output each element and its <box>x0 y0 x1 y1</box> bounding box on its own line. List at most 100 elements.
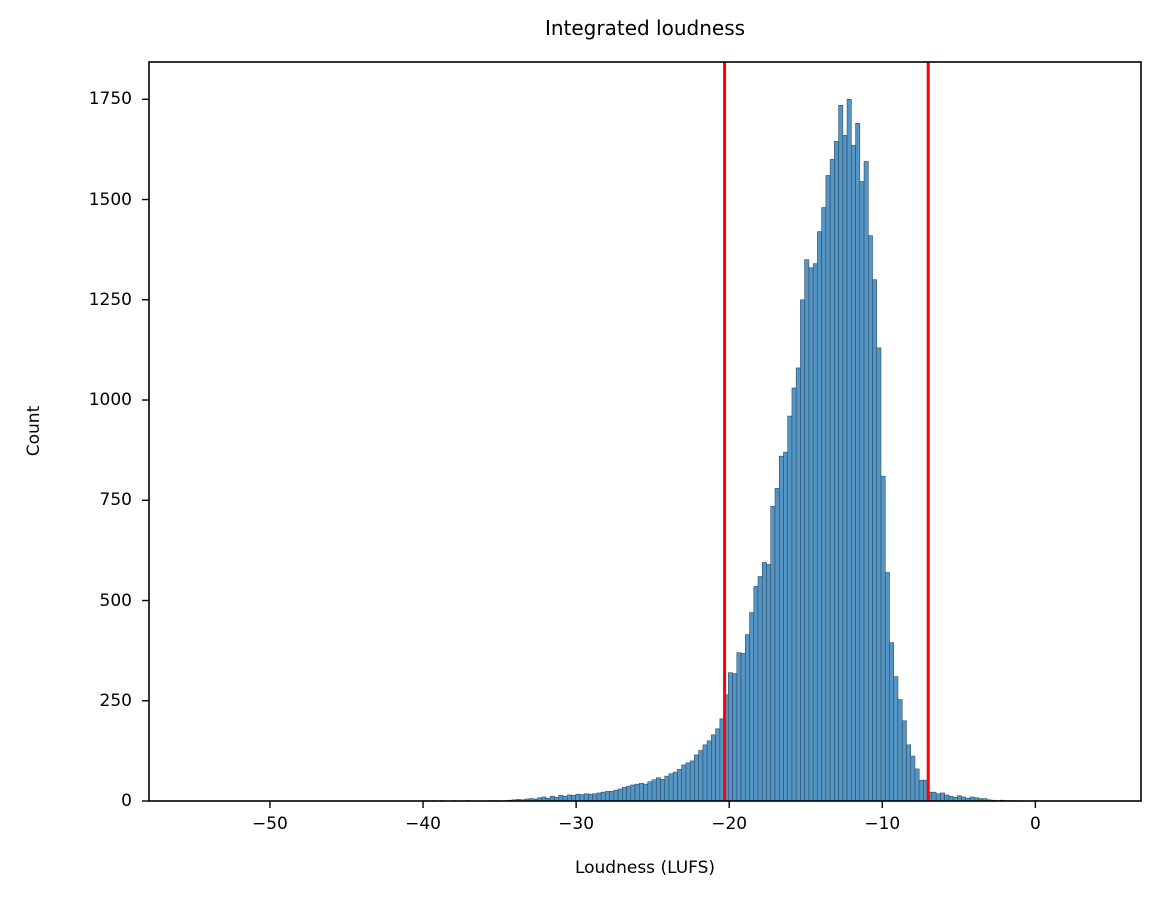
y-tick-label: 1750 <box>88 89 132 110</box>
histogram-bar <box>867 235 873 802</box>
histogram-bar <box>583 793 589 802</box>
histogram-bar <box>681 764 687 802</box>
chart-title: Integrated loudness <box>544 16 746 40</box>
histogram-bar <box>863 161 869 802</box>
histogram-bar <box>931 791 937 802</box>
histogram-bar <box>609 791 615 802</box>
histogram-bar <box>761 562 767 802</box>
x-axis-label: Loudness (LUFS) <box>574 858 716 878</box>
histogram-bar <box>821 207 827 802</box>
histogram-bar <box>829 159 835 802</box>
histogram-bar <box>914 768 920 802</box>
histogram-bar <box>685 762 691 802</box>
histogram-bar <box>834 141 839 802</box>
histogram-bar <box>944 794 950 802</box>
histogram-bar <box>787 415 793 802</box>
histogram-bar <box>880 475 886 802</box>
histogram-bar <box>940 792 945 802</box>
histogram-bar <box>804 259 810 802</box>
y-tick-label: 1000 <box>88 390 132 411</box>
histogram-bar <box>851 145 856 802</box>
histogram-bar <box>889 642 895 802</box>
histogram-bar <box>579 794 585 802</box>
x-tick-label: −30 <box>558 814 595 834</box>
histogram-bar <box>935 793 941 802</box>
histogram-bar <box>757 576 763 802</box>
histogram-bar <box>740 653 746 802</box>
histogram-bar <box>728 672 733 802</box>
histogram-bar <box>638 783 644 802</box>
histogram-bar <box>660 779 666 802</box>
histogram-bar <box>592 793 598 802</box>
histogram-bar <box>634 783 640 802</box>
histogram-bar <box>706 740 712 802</box>
histogram-bar <box>672 771 678 802</box>
histogram-bar <box>876 347 882 802</box>
y-tick-label: 500 <box>99 590 132 611</box>
histogram-bar <box>901 720 907 802</box>
histogram-bar <box>715 728 721 802</box>
histogram-bar <box>817 231 822 802</box>
histogram-bar <box>575 793 581 802</box>
histogram-bar <box>630 784 636 802</box>
histogram-bar <box>770 505 776 802</box>
x-tick-label: −20 <box>711 814 748 834</box>
histogram-bar <box>596 792 602 802</box>
histogram-bar <box>613 789 619 802</box>
y-tick-label: 750 <box>99 490 132 511</box>
x-tick-label: −10 <box>864 814 901 834</box>
histogram-bar <box>884 572 890 802</box>
y-tick-label: 1250 <box>88 289 132 310</box>
histogram-bar <box>711 734 716 802</box>
histogram-bar <box>677 769 682 802</box>
histogram-bar <box>651 779 657 802</box>
histogram-bar <box>668 773 674 802</box>
histogram-bar <box>626 785 632 802</box>
histogram-bar <box>558 795 564 802</box>
histogram-bar <box>643 783 649 802</box>
histogram-bar <box>906 744 911 802</box>
y-tick-label: 250 <box>99 690 132 711</box>
histogram-bar <box>893 676 899 802</box>
histogram-bar <box>664 775 670 802</box>
histogram-bar <box>600 791 606 802</box>
y-tick-label: 0 <box>121 791 132 811</box>
histogram-bar <box>698 750 704 802</box>
histogram-bar <box>859 181 865 802</box>
histogram-bar <box>702 744 708 802</box>
histogram-bar <box>617 788 623 802</box>
histogram-bar <box>795 367 801 802</box>
histogram-bar <box>745 634 750 802</box>
histogram-bar <box>605 791 610 802</box>
histogram-bar <box>846 98 852 802</box>
histogram-bar <box>872 279 878 802</box>
histogram-bar <box>753 586 759 802</box>
histogram-bar <box>808 267 814 802</box>
histogram-bar <box>766 564 772 802</box>
x-tick-label: −50 <box>251 814 288 834</box>
x-tick-label: 0 <box>1029 814 1041 834</box>
histogram-bar <box>566 794 572 802</box>
histogram-bar <box>791 387 797 802</box>
axes-frame <box>148 61 1142 802</box>
histogram-bar <box>812 263 818 802</box>
histogram-bar <box>838 105 844 802</box>
histogram-bar <box>842 135 848 802</box>
histogram-bar <box>571 795 576 802</box>
histogram-bar <box>689 760 695 802</box>
histogram-bar <box>732 673 738 802</box>
histogram-bar <box>749 612 755 802</box>
histogram-bar <box>918 779 924 802</box>
y-tick-label: 1500 <box>88 189 132 210</box>
x-tick-label: −40 <box>405 814 441 834</box>
histogram-bar <box>783 451 789 802</box>
histogram-bar <box>897 699 903 802</box>
histogram-bar <box>647 781 653 802</box>
histogram-bar <box>825 175 831 802</box>
histogram-bar <box>855 123 861 802</box>
histogram-bar <box>800 299 805 802</box>
histogram-bar <box>910 755 916 802</box>
histogram-bar <box>778 455 784 802</box>
